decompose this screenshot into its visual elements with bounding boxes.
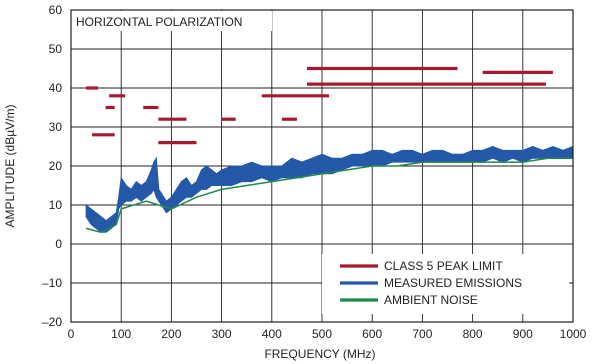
legend-label-noise: AMBIENT NOISE (384, 293, 478, 307)
y-tick-label: 30 (49, 120, 63, 134)
x-axis-title: FREQUENCY (MHz) (264, 347, 375, 361)
y-tick-label: 40 (49, 81, 63, 95)
ambient-noise-series (85, 157, 573, 234)
x-tick-label: 200 (161, 327, 181, 341)
legend-label-emissions: MEASURED EMISSIONS (384, 276, 522, 290)
data-layer (85, 145, 574, 234)
tick-labels: 0 100 200 300 400 500 600 700 800 900 1000 –20 –10 0 1… (42, 3, 587, 341)
y-tick-label: 10 (49, 198, 63, 212)
x-tick-label: 0 (68, 327, 75, 341)
x-tick-label: 500 (312, 327, 332, 341)
y-tick-label: 60 (49, 3, 63, 17)
x-tick-label: 300 (212, 327, 232, 341)
x-tick-label: 1000 (560, 327, 587, 341)
legend-label-limit: CLASS 5 PEAK LIMIT (384, 259, 503, 273)
x-tick-label: 600 (362, 327, 382, 341)
y-tick-label: 0 (55, 237, 62, 251)
y-tick-label: 20 (49, 159, 63, 173)
y-axis-title: AMPLITUDE (dBµV/m) (3, 105, 17, 228)
y-tick-label: –20 (42, 315, 62, 329)
polarization-annotation: HORIZONTAL POLARIZATION (76, 15, 242, 29)
y-tick-label: –10 (42, 276, 62, 290)
x-tick-label: 400 (262, 327, 282, 341)
annotation-box (72, 11, 272, 31)
limit-layer (86, 66, 553, 145)
measured-emissions-series (85, 145, 574, 233)
x-tick-label: 800 (463, 327, 483, 341)
x-tick-label: 100 (111, 327, 131, 341)
x-tick-label: 700 (412, 327, 432, 341)
x-tick-label: 900 (513, 327, 533, 341)
plot-frame (70, 9, 574, 323)
legend: CLASS 5 PEAK LIMIT MEASURED EMISSIONS AMBI… (340, 259, 522, 307)
y-tick-label: 50 (49, 42, 63, 56)
